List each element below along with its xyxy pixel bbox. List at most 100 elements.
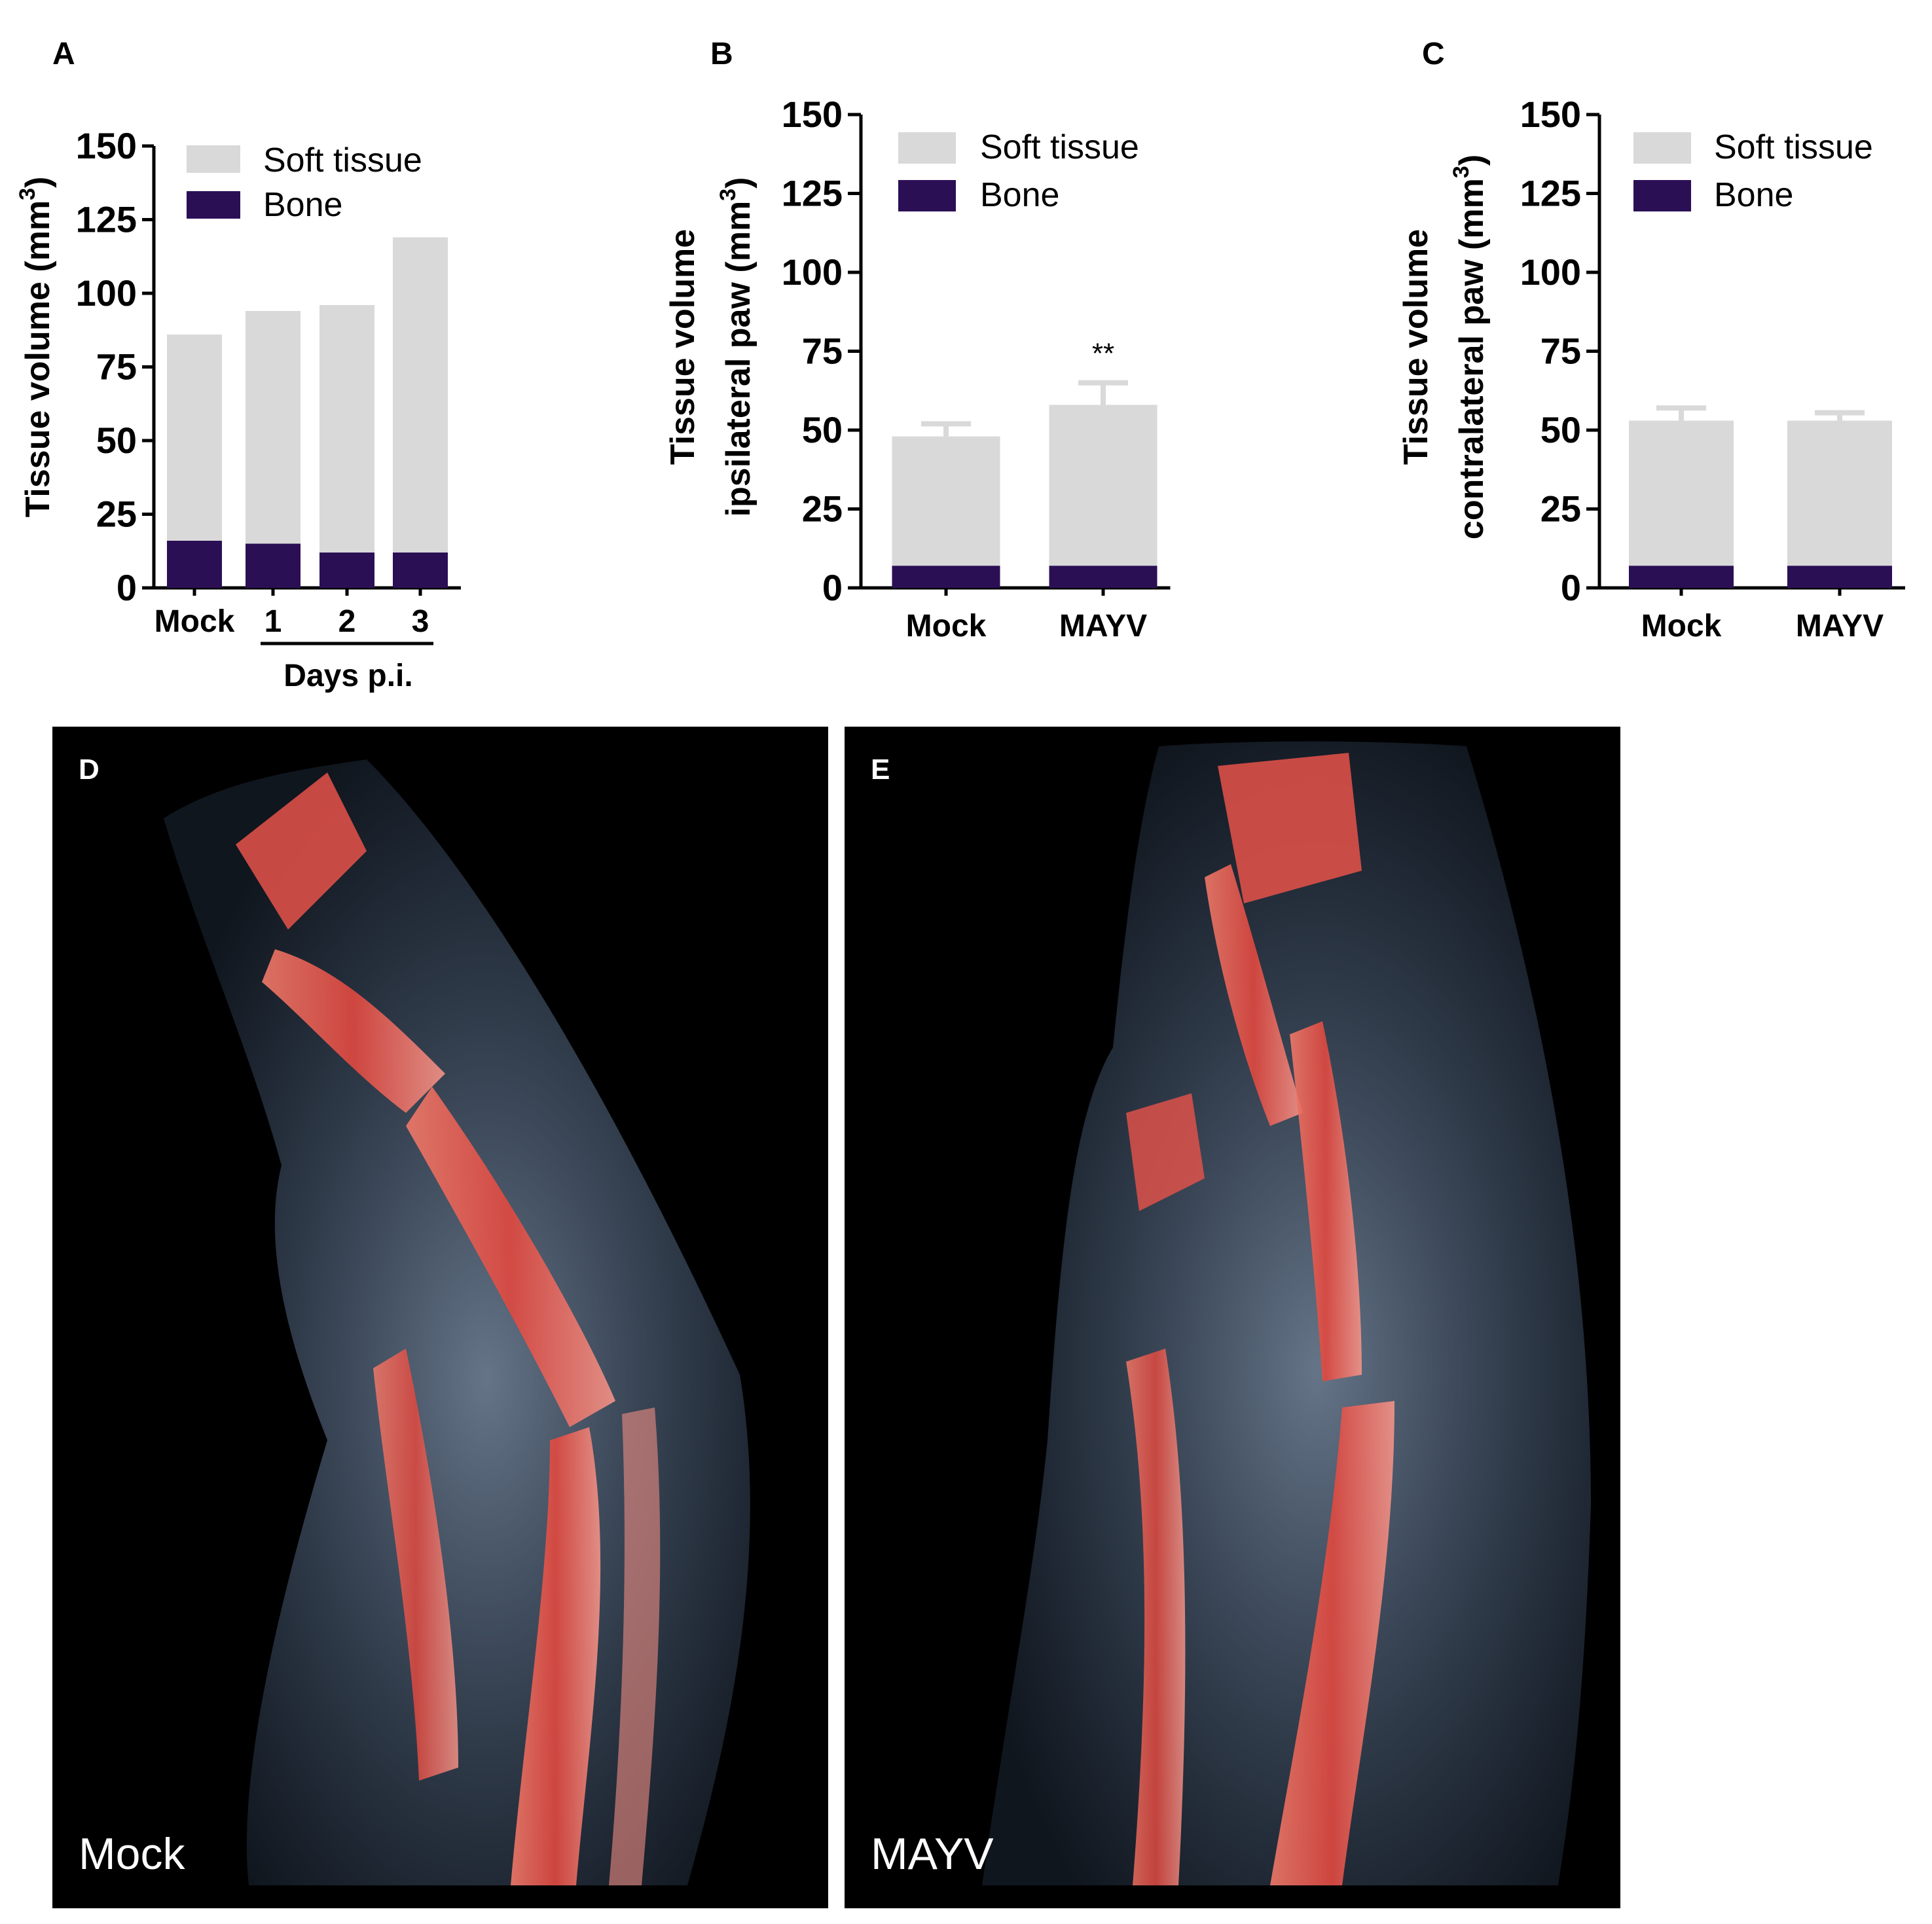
panel-e-image: E MAYV (845, 727, 1620, 1908)
y-tick-label: 0 (822, 567, 843, 608)
bar-soft-tissue (1629, 420, 1734, 588)
soft-tissue-render (982, 741, 1591, 1885)
x-tick-label: MAYV (1059, 609, 1147, 644)
y-tick-label: 75 (802, 331, 843, 372)
bar-bone (319, 553, 374, 588)
legend-swatch-soft-tissue (898, 132, 956, 164)
bar-bone (892, 566, 1000, 588)
panel-a-group-label: Days p.i. (283, 659, 412, 693)
bar-bone (1629, 566, 1734, 588)
x-tick-label: Mock (155, 604, 235, 639)
y-tick-label: 25 (802, 488, 843, 530)
y-tick-label: 50 (96, 420, 137, 461)
panel-c-legend: Soft tissue Bone (1633, 128, 1873, 214)
panel-b-ylabel-sup: 3 (716, 189, 740, 201)
bone-render (406, 1087, 615, 1427)
y-tick-label: 0 (117, 567, 137, 608)
legend-swatch-bone (1633, 180, 1691, 211)
legend-label-soft-tissue: Soft tissue (1714, 128, 1873, 166)
panel-b-ylabel-close: ) (720, 177, 757, 189)
panel-a-bars (167, 237, 448, 588)
panel-a-legend: Soft tissue Bone (187, 141, 422, 224)
legend-label-bone: Bone (980, 176, 1059, 214)
bone-render (609, 1407, 661, 1885)
y-tick-label: 25 (96, 494, 137, 535)
x-tick-label: MAYV (1796, 609, 1884, 644)
panel-c-ylabel-line1: Tissue volume (1397, 229, 1435, 465)
panel-c-yaxis: 0 25 50 75 100 125 150 (1520, 94, 1905, 608)
bone-render (262, 949, 445, 1113)
panel-letter-b: B (710, 37, 733, 71)
bar-bone (1049, 566, 1157, 588)
panel-e-paw-render (982, 741, 1591, 1885)
bone-render (1270, 1401, 1394, 1885)
bar-bone (393, 553, 448, 588)
bar-bone (167, 541, 222, 588)
bar-soft-tissue (393, 237, 448, 588)
panel-e-label: MAYV (871, 1829, 994, 1879)
y-tick-label: 125 (782, 173, 843, 214)
panel-b: B 0 25 50 75 100 125 150 Tissue volume ipsilat… (664, 37, 1171, 644)
panel-letter-d: D (79, 753, 100, 786)
panel-c-ylabel-close: ) (1453, 154, 1491, 166)
bar-soft-tissue (892, 436, 1000, 588)
panel-letter-e: E (871, 753, 890, 786)
y-tick-label: 150 (76, 125, 137, 166)
panel-a-ylabel: Tissue volume (mm3) (15, 177, 57, 518)
y-tick-label: 50 (802, 409, 843, 450)
legend-swatch-soft-tissue (1633, 132, 1691, 164)
y-tick-label: 100 (76, 272, 137, 314)
legend-swatch-bone (187, 191, 240, 219)
bar-bone (246, 543, 301, 588)
bone-render (1126, 1093, 1205, 1211)
legend-swatch-soft-tissue (187, 145, 240, 173)
panel-d-paw-render (164, 759, 750, 1885)
legend-label-soft-tissue: Soft tissue (263, 141, 422, 179)
panel-c-ylabel-line2: contralateral paw (mm3) (1449, 154, 1491, 539)
bone-render (373, 1349, 458, 1781)
y-tick-label: 150 (782, 94, 843, 135)
y-tick-label: 100 (1520, 251, 1581, 293)
panel-b-ylabel-line2: ipsilateral paw (mm3) (716, 177, 757, 517)
y-tick-label: 25 (1540, 488, 1581, 530)
bone-render (511, 1427, 601, 1885)
panel-a-ylabel-text: Tissue volume (mm (19, 200, 57, 518)
y-tick-label: 125 (1520, 173, 1581, 214)
x-tick-label: 3 (412, 604, 429, 639)
panel-b-bars: ** (892, 338, 1157, 588)
y-tick-label: 150 (1520, 94, 1581, 135)
panel-letter-a: A (52, 37, 75, 71)
panel-c-ylabel-sup: 3 (1449, 166, 1474, 178)
bar-soft-tissue (1787, 420, 1892, 588)
panel-b-ylabel-line1: Tissue volume (664, 229, 702, 465)
bone-render (1205, 864, 1303, 1126)
panel-a-xlabels: Mock 1 2 3 (155, 604, 429, 639)
panel-d-image: D Mock (52, 727, 828, 1908)
y-tick-label: 75 (1540, 331, 1581, 372)
panel-a-ylabel-sup: 3 (15, 188, 40, 200)
panel-b-legend: Soft tissue Bone (898, 128, 1139, 214)
bone-render (1290, 1021, 1362, 1381)
soft-tissue-render (164, 759, 750, 1885)
legend-label-soft-tissue: Soft tissue (980, 128, 1139, 166)
y-tick-label: 125 (76, 199, 137, 240)
panel-a-ylabel-close: ) (19, 177, 57, 188)
legend-label-bone: Bone (263, 186, 342, 224)
panel-b-xlabels: Mock MAYV (906, 609, 1147, 644)
bone-render (1218, 753, 1362, 903)
panel-d-label: Mock (79, 1829, 185, 1879)
y-tick-label: 75 (96, 346, 137, 388)
panel-c-xlabels: Mock MAYV (1641, 609, 1884, 644)
y-tick-label: 100 (782, 251, 843, 293)
panel-b-ylabel-text: ipsilateral paw (mm (720, 201, 757, 517)
bar-soft-tissue (1049, 405, 1157, 588)
panel-c-bars (1629, 405, 1892, 588)
x-tick-label: 1 (264, 604, 282, 639)
panel-letter-c: C (1422, 37, 1445, 71)
bone-render (236, 772, 367, 930)
y-tick-label: 50 (1540, 409, 1581, 450)
panel-c-ylabel-text: contralateral paw (mm (1453, 178, 1491, 539)
legend-label-bone: Bone (1714, 176, 1793, 214)
